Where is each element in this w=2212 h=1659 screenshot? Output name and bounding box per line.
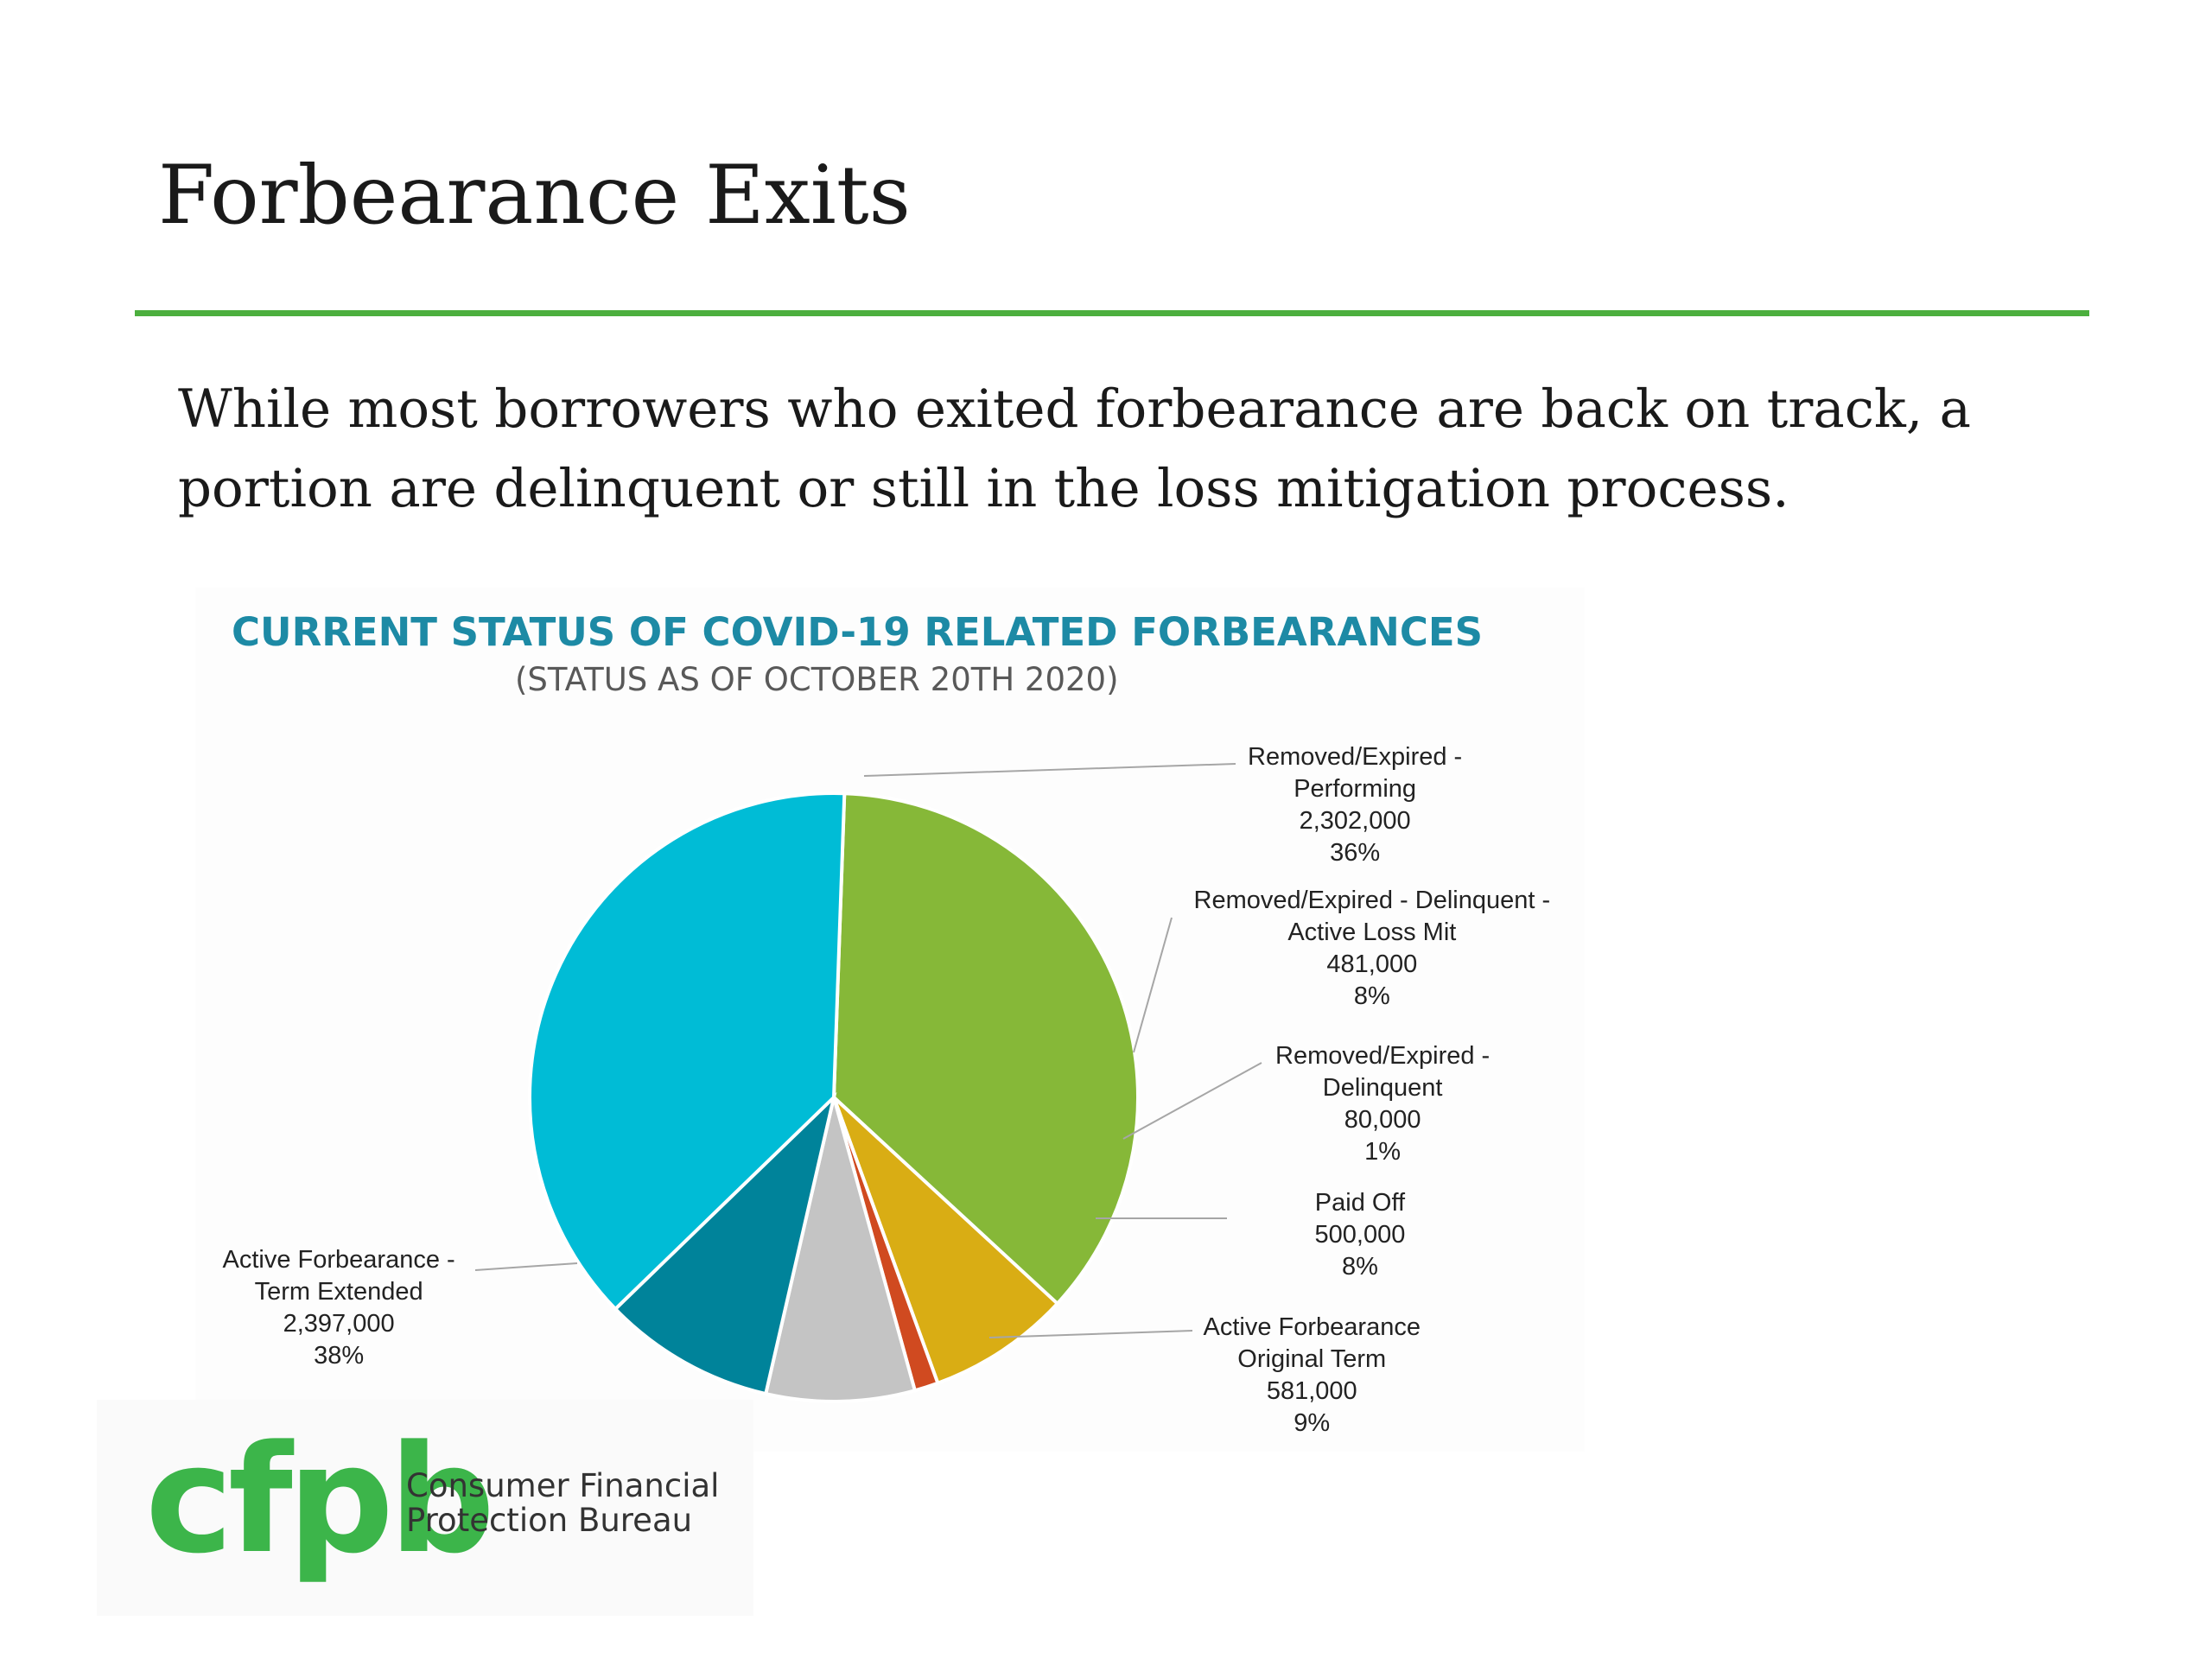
leader-line-2 — [1133, 917, 1173, 1053]
leader-line-1 — [863, 763, 1236, 777]
slice-label-4: Paid Off 500,000 8% — [1315, 1187, 1406, 1283]
title-divider — [135, 310, 2089, 316]
slice-value: 581,000 — [1266, 1377, 1357, 1405]
slice-label-3: Removed/Expired - Delinquent 80,000 1% — [1275, 1040, 1490, 1168]
slice-label-text: Active Forbearance - — [222, 1246, 455, 1274]
pie-slice-1 — [831, 791, 1141, 1306]
org-name-line-1: Consumer Financial — [406, 1467, 720, 1504]
slice-percent: 8% — [1341, 1253, 1378, 1281]
chart-title: CURRENT STATUS OF COVID-19 RELATED FORBE… — [232, 609, 1484, 655]
leader-line-3 — [1122, 1062, 1262, 1140]
slice-label-text: Delinquent — [1322, 1074, 1443, 1102]
chart-subtitle: (STATUS AS OF OCTOBER 20TH 2020) — [515, 661, 1119, 698]
slice-label-text: Active Loss Mit — [1287, 918, 1457, 946]
slice-label-text: Term Extended — [254, 1278, 423, 1306]
slice-percent: 36% — [1330, 839, 1381, 867]
pie-slice-5 — [613, 1091, 837, 1396]
footer-logo-area — [97, 1400, 753, 1616]
cfpb-logo: cfpb — [145, 1413, 495, 1586]
org-name: Consumer Financial Protection Bureau — [406, 1469, 719, 1538]
slice-label-text: Active Forbearance — [1203, 1313, 1421, 1341]
slice-label-text: Removed/Expired - Delinquent - — [1193, 887, 1551, 914]
slice-value: 500,000 — [1314, 1221, 1406, 1249]
pie-slice-4 — [763, 1096, 918, 1403]
slice-label-2: Removed/Expired - Delinquent - Active Los… — [1194, 885, 1551, 1013]
slide-subtitle: While most borrowers who exited forbeara… — [178, 378, 1972, 519]
slice-value: 80,000 — [1344, 1106, 1421, 1134]
slice-percent: 8% — [1353, 982, 1390, 1010]
slice-value: 2,302,000 — [1299, 807, 1411, 835]
slice-percent: 9% — [1294, 1409, 1331, 1437]
slice-percent: 38% — [314, 1342, 365, 1370]
slice-percent: 1% — [1364, 1138, 1402, 1166]
slice-label-text: Performing — [1294, 775, 1417, 803]
slice-label-1: Removed/Expired - Performing 2,302,000 36% — [1248, 741, 1462, 869]
slice-value: 2,397,000 — [283, 1310, 395, 1338]
slice-label-text: Removed/Expired - — [1275, 1042, 1491, 1070]
slide-title: Forbearance Exits — [158, 149, 911, 243]
pie-slice-6 — [528, 791, 847, 1312]
leader-line-5 — [988, 1330, 1193, 1338]
slice-label-6: Active Forbearance - Term Extended 2,397,0… — [223, 1244, 455, 1372]
pie-slice-2 — [832, 1096, 1060, 1386]
slice-value: 481,000 — [1326, 950, 1418, 978]
leader-line-6 — [474, 1262, 578, 1271]
org-name-line-2: Protection Bureau — [406, 1502, 693, 1539]
slice-label-text: Removed/Expired - — [1248, 743, 1463, 771]
slice-label-text: Original Term — [1237, 1345, 1387, 1373]
slice-label-text: Paid Off — [1314, 1189, 1406, 1217]
slice-label-5: Active Forbearance Original Term 581,000 9% — [1204, 1312, 1421, 1440]
